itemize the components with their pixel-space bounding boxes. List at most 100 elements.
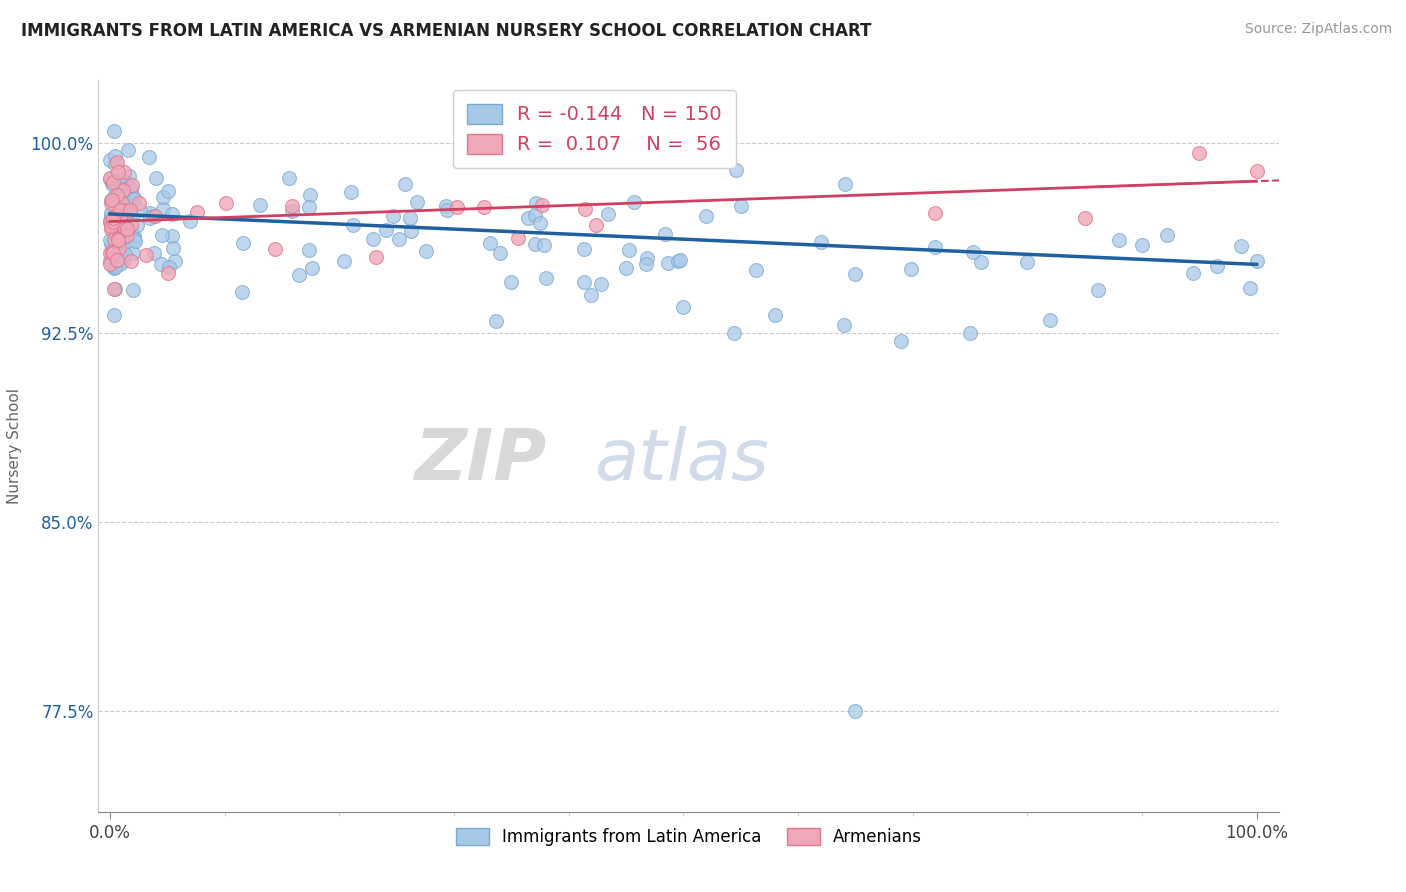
Point xyxy=(101,246,124,260)
Point xyxy=(434,199,457,213)
Point xyxy=(127,218,149,232)
Point xyxy=(374,222,396,236)
Point xyxy=(107,189,129,203)
Point xyxy=(436,203,458,218)
Point xyxy=(101,210,124,224)
Point xyxy=(114,230,136,244)
Point xyxy=(103,124,125,138)
Point xyxy=(105,155,128,169)
Point xyxy=(142,210,165,224)
Point xyxy=(614,260,637,275)
Point xyxy=(900,261,922,276)
Point xyxy=(142,245,165,260)
Point xyxy=(186,205,208,219)
Point xyxy=(98,215,121,229)
Point xyxy=(115,209,138,223)
Text: atlas: atlas xyxy=(595,426,769,495)
Point xyxy=(120,183,142,197)
Point xyxy=(121,178,143,192)
Point xyxy=(844,267,866,281)
Point xyxy=(122,232,145,246)
Point xyxy=(112,254,135,268)
Point xyxy=(695,210,717,224)
Point xyxy=(100,221,122,235)
Point xyxy=(654,227,676,241)
Point xyxy=(657,255,679,269)
Point xyxy=(634,257,657,271)
Point xyxy=(381,209,404,223)
Point xyxy=(231,285,253,300)
Point xyxy=(120,218,142,232)
Point xyxy=(366,250,388,264)
Point xyxy=(115,222,138,236)
Point xyxy=(585,219,607,233)
Point xyxy=(523,237,546,252)
Point xyxy=(745,262,768,277)
Point xyxy=(157,260,180,274)
Point xyxy=(100,212,122,227)
Point xyxy=(152,190,174,204)
Point xyxy=(281,203,304,218)
Point xyxy=(110,203,132,218)
Point xyxy=(446,200,468,214)
Point xyxy=(763,308,786,322)
Point xyxy=(394,177,416,191)
Point xyxy=(101,260,124,274)
Point xyxy=(108,209,131,223)
Point xyxy=(340,185,363,199)
Point xyxy=(488,246,510,260)
Point xyxy=(101,245,124,260)
Point xyxy=(890,334,912,349)
Text: Source: ZipAtlas.com: Source: ZipAtlas.com xyxy=(1244,22,1392,37)
Point xyxy=(103,260,125,275)
Point xyxy=(108,176,131,190)
Point xyxy=(529,216,551,230)
Point xyxy=(100,219,122,233)
Point xyxy=(581,287,603,301)
Point xyxy=(107,165,129,179)
Point xyxy=(103,211,125,226)
Legend: Immigrants from Latin America, Armenians: Immigrants from Latin America, Armenians xyxy=(447,820,931,855)
Point xyxy=(574,202,596,217)
Point xyxy=(108,186,131,201)
Point xyxy=(112,165,135,179)
Point xyxy=(101,215,124,229)
Point xyxy=(135,247,157,261)
Point xyxy=(406,194,429,209)
Point xyxy=(114,205,136,219)
Point xyxy=(108,218,131,232)
Point xyxy=(103,282,125,296)
Point xyxy=(118,202,141,217)
Point xyxy=(103,187,125,202)
Point xyxy=(1205,259,1227,273)
Point xyxy=(107,254,129,268)
Point xyxy=(249,197,271,211)
Point xyxy=(128,196,150,211)
Point xyxy=(138,206,160,220)
Point xyxy=(636,251,658,265)
Point xyxy=(924,240,946,254)
Point xyxy=(100,205,122,219)
Point xyxy=(139,211,162,225)
Point xyxy=(117,169,139,184)
Point xyxy=(112,216,135,230)
Point xyxy=(163,254,186,268)
Point xyxy=(572,275,595,289)
Point xyxy=(363,232,385,246)
Point xyxy=(1087,283,1109,297)
Point xyxy=(668,253,690,268)
Point xyxy=(145,170,167,185)
Point xyxy=(105,187,128,202)
Point xyxy=(120,182,142,196)
Point xyxy=(152,202,174,216)
Point xyxy=(723,326,745,340)
Point xyxy=(100,246,122,260)
Point xyxy=(98,257,121,271)
Point xyxy=(110,243,132,257)
Point xyxy=(101,193,124,207)
Point xyxy=(1017,255,1039,269)
Point xyxy=(121,246,143,260)
Point xyxy=(104,149,127,163)
Point xyxy=(1182,266,1205,280)
Point xyxy=(98,171,121,186)
